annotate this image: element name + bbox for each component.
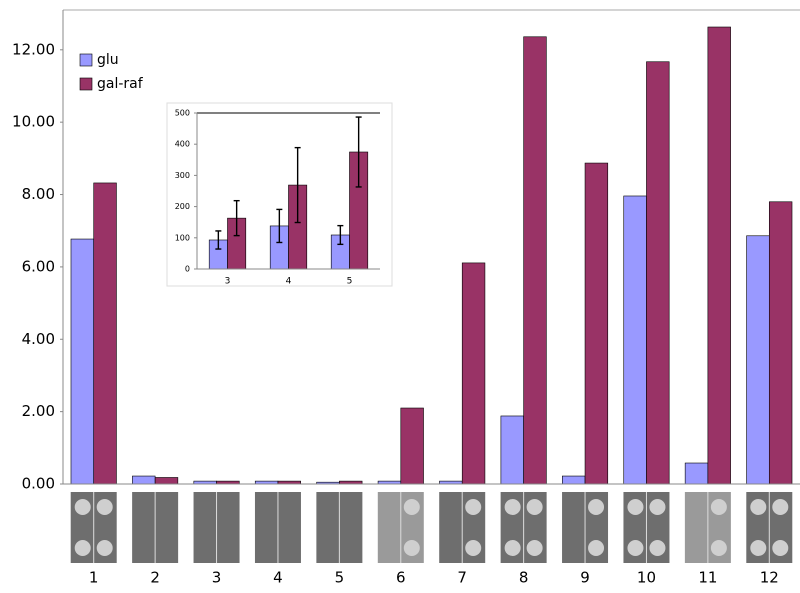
- x-tick-label: 12: [760, 569, 779, 587]
- colony-spot: [74, 499, 91, 515]
- y-tick-label: 10.00: [12, 113, 55, 131]
- y-tick-label: 100: [175, 233, 190, 242]
- colony-spot: [750, 540, 767, 556]
- colony-spot: [96, 499, 113, 515]
- colony-spot: [465, 540, 482, 556]
- x-tick-label: 4: [273, 569, 283, 587]
- legend-label: gal-raf: [97, 76, 144, 92]
- legend-label: glu: [97, 52, 119, 68]
- bar: [461, 262, 486, 485]
- colony-spot: [504, 499, 521, 515]
- x-tick-label: 3: [225, 277, 231, 287]
- x-tick-label: 4: [286, 277, 292, 287]
- x-tick-label: 10: [637, 569, 656, 587]
- y-tick-label: 8.00: [22, 185, 55, 203]
- colony-spot: [649, 540, 666, 556]
- bar: [623, 195, 647, 485]
- x-tick-label: 11: [698, 569, 717, 587]
- bar: [500, 415, 524, 485]
- y-tick-label: 0.00: [22, 475, 55, 493]
- bar: [154, 477, 179, 485]
- colony-spot: [504, 540, 521, 556]
- colony-spot: [710, 499, 727, 515]
- bar: [584, 162, 609, 485]
- bar: [768, 201, 793, 485]
- bar: [562, 475, 586, 485]
- x-tick-label: 9: [580, 569, 590, 587]
- x-tick-label: 5: [335, 569, 345, 587]
- bar: [93, 182, 117, 485]
- bar: [646, 61, 670, 485]
- y-tick-label: 4.00: [22, 330, 55, 348]
- y-tick-label: 500: [175, 109, 190, 118]
- colony-spot: [96, 540, 113, 556]
- colony-spot: [526, 540, 543, 556]
- y-tick-label: 6.00: [22, 257, 55, 275]
- x-tick-label: 8: [519, 569, 529, 587]
- bar: [132, 475, 156, 485]
- x-tick-label: 5: [347, 277, 353, 287]
- y-tick-label: 300: [175, 171, 190, 180]
- colony-spot: [772, 540, 789, 556]
- colony-spot: [627, 540, 644, 556]
- colony-spot: [750, 499, 767, 515]
- colony-spot: [526, 499, 543, 515]
- y-tick-label: 400: [175, 140, 190, 149]
- y-tick-label: 2.00: [22, 402, 55, 420]
- colony-spot: [588, 499, 605, 515]
- legend-swatch: [79, 53, 93, 67]
- x-tick-label: 1: [89, 569, 99, 587]
- colony-spot: [74, 540, 91, 556]
- bar: [746, 235, 770, 485]
- bar: [70, 238, 95, 485]
- colony-spot: [710, 540, 727, 556]
- colony-spot: [465, 499, 482, 515]
- colony-spot: [588, 540, 605, 556]
- x-tick-label: 3: [212, 569, 222, 587]
- y-tick-label: 12.00: [12, 40, 55, 58]
- colony-spot: [649, 499, 666, 515]
- y-tick-label: 200: [175, 202, 190, 211]
- bar: [684, 462, 709, 485]
- y-tick-label: 0: [185, 265, 190, 274]
- bar: [400, 407, 424, 485]
- x-tick-label: 2: [150, 569, 160, 587]
- x-tick-label: 6: [396, 569, 406, 587]
- bar: [707, 26, 731, 485]
- colony-spot: [772, 499, 789, 515]
- bar: [523, 36, 547, 485]
- colony-spot: [403, 540, 420, 556]
- colony-spot: [627, 499, 644, 515]
- legend-swatch: [79, 77, 93, 91]
- colony-spot: [403, 499, 420, 515]
- x-tick-label: 7: [457, 569, 467, 587]
